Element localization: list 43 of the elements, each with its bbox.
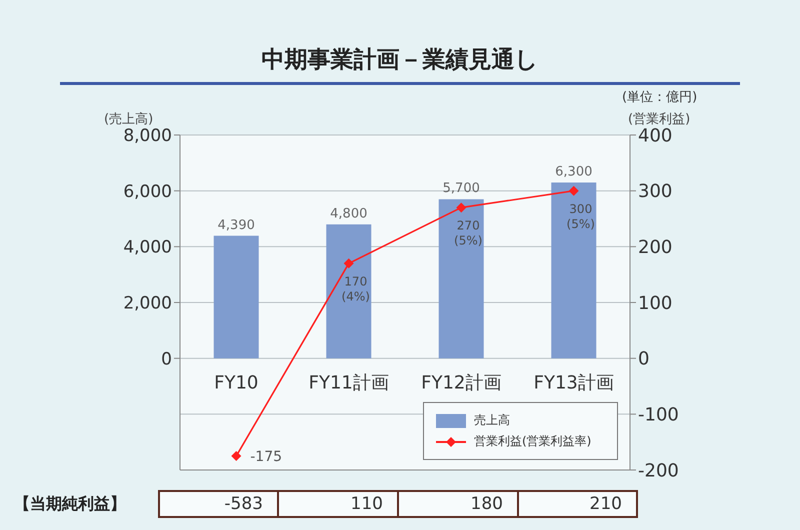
point	[456, 202, 466, 213]
data-label: 300 (5%)	[566, 202, 595, 231]
bar	[551, 182, 596, 358]
point	[568, 186, 579, 196]
chart-title: 中期事業計画－業績見通し	[262, 47, 538, 73]
y2-tick-label: 100	[638, 292, 672, 314]
data-label: 4,390	[218, 218, 255, 233]
x-tick-label: FY10	[214, 372, 258, 394]
text: (単位：億円)	[622, 90, 698, 105]
y2-axis-title: (営業利益)	[628, 112, 690, 127]
y2-tick-label: 0	[638, 348, 650, 370]
x-tick-label: FY13計画	[534, 372, 614, 394]
legend-label: 営業利益(営業利益率)	[474, 433, 592, 450]
data-label: -583	[158, 490, 278, 518]
point	[344, 258, 354, 268]
data-label: 5,700	[442, 181, 480, 196]
data-label: 180	[398, 490, 518, 518]
bar	[326, 224, 372, 358]
y2-tick-label: 400	[638, 125, 672, 146]
data-label: 170 (4%)	[342, 274, 370, 304]
data-label: -175	[250, 449, 282, 466]
data-label: 6,300	[555, 164, 592, 180]
data-label: 110	[278, 490, 398, 518]
x-tick-label: FY12計画	[421, 372, 502, 394]
x-tick-label: FY11計画	[308, 372, 389, 394]
y2-tick-label: 200	[638, 237, 672, 258]
y-axis-title: (売上高)	[104, 112, 154, 127]
bar	[438, 199, 484, 358]
y2-tick-label: -200	[638, 460, 679, 482]
y2-tick-label: 300	[638, 181, 672, 202]
y-tick-label: 0	[161, 349, 172, 370]
y-tick-label: 8,000	[123, 126, 172, 146]
y-tick-label: 2,000	[123, 294, 172, 314]
y-tick-label: 4,000	[123, 238, 172, 258]
data-label: 270 (5%)	[454, 218, 482, 248]
point	[231, 451, 242, 462]
bar	[214, 236, 259, 358]
data-label: 4,800	[330, 206, 368, 222]
legend-label: 売上高	[474, 412, 510, 429]
text: 【当期純利益】	[14, 494, 126, 513]
y2-tick-label: -100	[638, 404, 679, 426]
y-tick-label: 6,000	[123, 182, 172, 202]
data-label: 210	[518, 490, 638, 518]
